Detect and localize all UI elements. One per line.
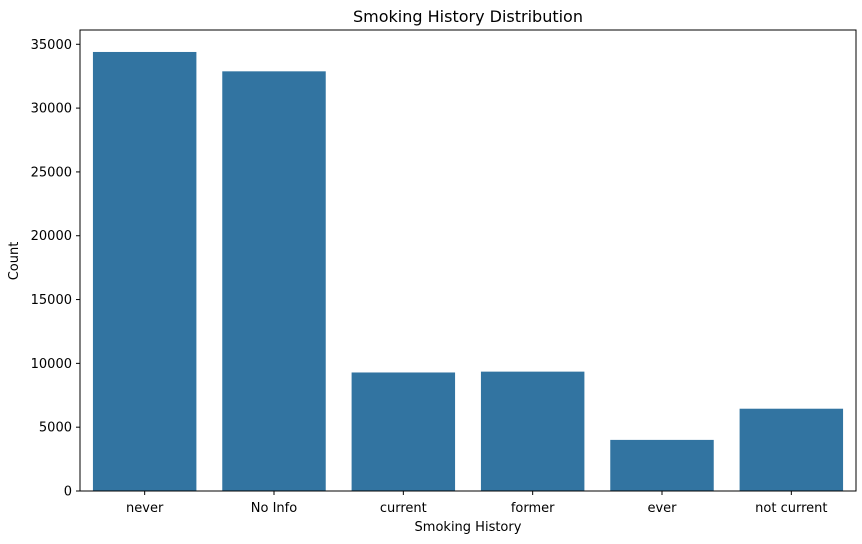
bar-current: [351, 372, 456, 491]
bar-ever: [610, 439, 714, 491]
x-tick-label: ever: [647, 501, 677, 516]
x-tick-label: never: [126, 501, 164, 516]
bar-no-info: [222, 71, 326, 492]
bar-not-current: [739, 408, 844, 491]
bar-former: [480, 371, 585, 491]
y-tick-label: 0: [64, 485, 72, 500]
bar-never: [92, 51, 197, 491]
x-tick-label: former: [511, 501, 555, 516]
y-tick-label: 30000: [31, 102, 72, 117]
y-tick-label: 5000: [39, 421, 72, 436]
y-tick-label: 35000: [31, 38, 72, 53]
y-axis-title: Count: [7, 242, 22, 281]
x-axis-title: Smoking History: [415, 520, 522, 535]
chart-title: Smoking History Distribution: [353, 7, 583, 26]
y-tick-label: 25000: [31, 165, 72, 180]
y-tick-label: 10000: [31, 357, 72, 372]
x-tick-label: No Info: [251, 501, 297, 516]
y-tick-label: 20000: [31, 229, 72, 244]
x-tick-label: not current: [755, 501, 827, 516]
plot-frame: [79, 29, 857, 492]
bars-layer: [92, 51, 844, 492]
y-axis-ticks: 0 5000 10000 15000 20000 25000 30000 35000: [31, 38, 80, 500]
x-tick-label: current: [380, 501, 427, 516]
y-tick-label: 15000: [31, 293, 72, 308]
x-axis-ticks: never No Info current former ever not current: [126, 491, 827, 516]
